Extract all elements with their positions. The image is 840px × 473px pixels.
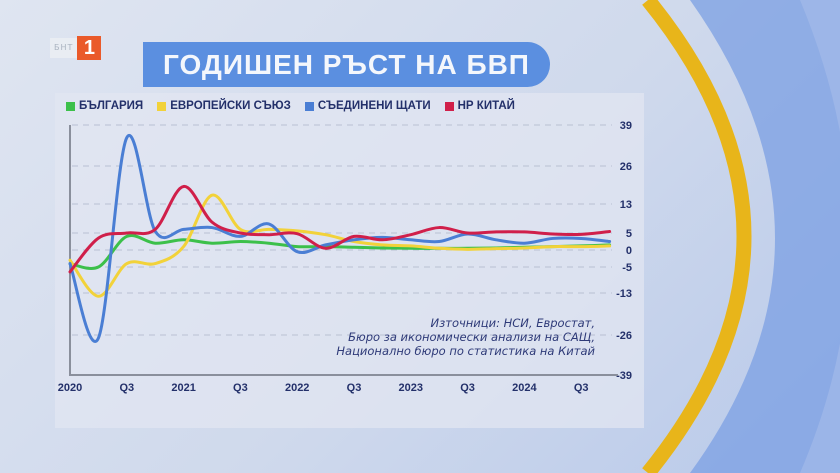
logo-text: БНТ — [50, 38, 78, 58]
chart-panel — [55, 93, 644, 428]
legend-swatch — [66, 101, 75, 111]
x-tick-label: 2023 — [399, 382, 423, 394]
series-line-ЕВРОПЕЙСКИ СЪЮЗ — [68, 193, 612, 298]
x-tick-label: 2020 — [58, 382, 82, 394]
legend-swatch — [304, 101, 314, 111]
source-line: Национално бюро по статистика на Китай — [336, 344, 595, 358]
y-tick-label: -39 — [616, 370, 632, 382]
legend: БЪЛГАРИЯ ЕВРОПЕЙСКИ СЪЮЗ СЪЕДИНЕНИ ЩАТИ … — [66, 100, 515, 112]
x-tick-label: Q3 — [574, 382, 589, 394]
y-tick-label: 39 — [620, 120, 632, 132]
y-tick-label: -5 — [622, 262, 632, 274]
legend-item-bulgaria: БЪЛГАРИЯ — [66, 100, 143, 112]
x-tick-label: Q3 — [119, 382, 134, 394]
legend-label: ЕВРОПЕЙСКИ СЪЮЗ — [170, 100, 291, 112]
series-line-НР КИТАЙ — [68, 184, 612, 274]
legend-label: СЪЕДИНЕНИ ЩАТИ — [317, 100, 431, 112]
y-tick-label: 5 — [626, 228, 632, 240]
x-tick-label: 2021 — [171, 382, 195, 394]
channel-logo: БНТ 1 — [50, 36, 102, 60]
y-tick-label: -26 — [616, 330, 632, 342]
legend-item-usa: СЪЕДИНЕНИ ЩАТИ — [304, 100, 431, 112]
series-line-СЪЕДИНЕНИ ЩАТИ — [68, 133, 612, 343]
x-tick-label: Q3 — [460, 382, 475, 394]
source-line: Бюро за икономически анализи на САЩ, — [348, 330, 595, 344]
source-note: Източници: НСИ, Евростат, Бюро за иконом… — [336, 316, 595, 358]
page-title: ГОДИШЕН РЪСТ НА БВП — [143, 42, 550, 87]
source-line: Източници: НСИ, Евростат, — [430, 316, 595, 330]
x-tick-label: 2024 — [512, 382, 537, 394]
legend-swatch — [444, 101, 454, 111]
y-tick-label: 26 — [620, 161, 632, 173]
x-tick-label: Q3 — [233, 382, 248, 394]
y-tick-label: 13 — [620, 199, 632, 211]
legend-item-eu: ЕВРОПЕЙСКИ СЪЮЗ — [157, 100, 291, 112]
x-tick-label: 2022 — [285, 382, 309, 394]
y-tick-label: 0 — [626, 245, 632, 257]
x-tick-label: Q3 — [347, 382, 362, 394]
legend-label: БЪЛГАРИЯ — [79, 100, 144, 112]
y-tick-label: -13 — [616, 288, 632, 300]
legend-label: НР КИТАЙ — [457, 100, 515, 112]
legend-swatch — [157, 101, 167, 111]
legend-item-china: НР КИТАЙ — [444, 100, 515, 112]
logo-number: 1 — [77, 36, 102, 60]
